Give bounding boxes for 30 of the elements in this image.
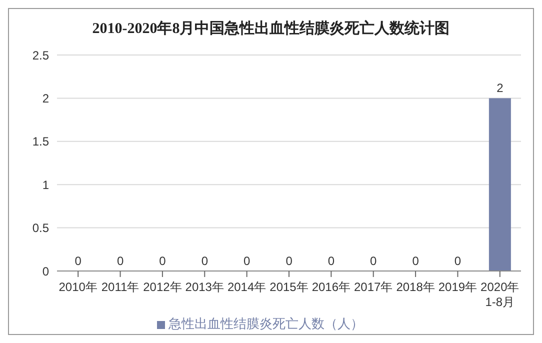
data-label: 0 xyxy=(244,254,251,268)
data-label: 2 xyxy=(496,81,504,96)
x-tick-label: 2013年 xyxy=(185,280,224,294)
y-tick-label: 2.5 xyxy=(32,48,50,62)
data-label: 0 xyxy=(201,254,208,268)
data-label: 0 xyxy=(370,254,378,268)
data-label: 0 xyxy=(286,254,293,268)
y-tick-label: 0 xyxy=(42,264,50,278)
x-tick-label: 2016年 xyxy=(312,280,351,294)
legend-label: 急性出血性结膜炎死亡人数（人） xyxy=(168,316,364,331)
data-label: 0 xyxy=(159,254,166,268)
x-tick-label: 2017年 xyxy=(354,280,393,294)
y-tick-label: 2 xyxy=(42,91,50,106)
chart-title: 2010-2020年8月中国急性出血性结膜炎死亡人数统计图 xyxy=(91,19,451,39)
y-tick-label: 1.5 xyxy=(32,134,50,149)
x-tick-label: 2010年 xyxy=(58,280,98,294)
x-tick-label: 2018年 xyxy=(396,280,435,294)
y-tick-label: 0.5 xyxy=(32,221,50,236)
x-tick-label: 2019年 xyxy=(438,280,478,294)
data-label: 0 xyxy=(412,254,420,268)
x-tick-label: 2014年 xyxy=(227,280,266,294)
data-label: 0 xyxy=(74,254,82,268)
x-tick-label: 2015年 xyxy=(270,280,308,294)
data-label: 0 xyxy=(116,254,124,268)
data-label: 0 xyxy=(328,254,335,268)
x-tick-label: 2011年 xyxy=(101,280,140,294)
x-tick-label: 2020年1-8月 xyxy=(480,280,520,309)
y-tick-label: 1 xyxy=(42,178,50,192)
data-label: 0 xyxy=(454,254,462,268)
x-tick-label: 2012年 xyxy=(143,280,182,294)
